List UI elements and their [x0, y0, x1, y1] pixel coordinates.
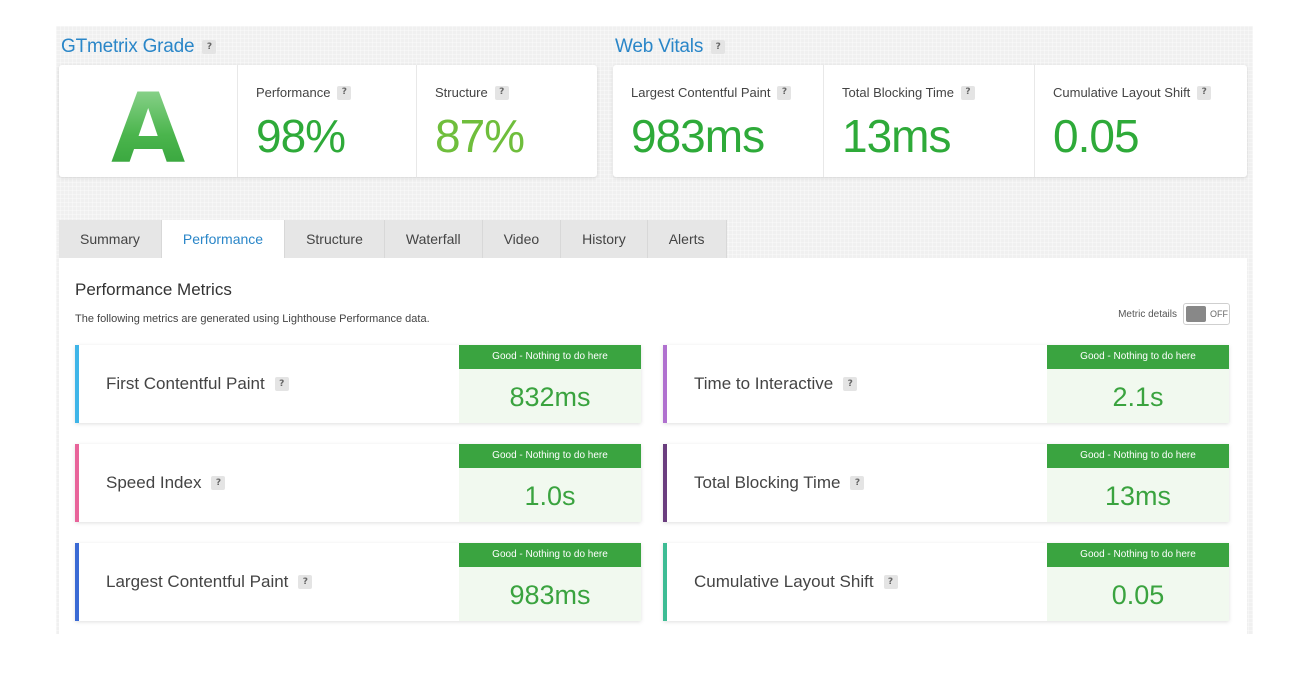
tab-performance[interactable]: Performance [161, 220, 286, 258]
metric-value: 0.05 [1111, 580, 1165, 610]
grade-card: A Performance ? 98% Structure ? 87% [59, 65, 597, 185]
lcp-cell: Largest Contentful Paint ? 983ms [613, 65, 824, 177]
performance-score: 98% [256, 110, 346, 162]
help-icon[interactable]: ? [961, 85, 975, 100]
web-vitals-heading: Web Vitals ? [615, 36, 726, 58]
metric-name: Speed Index [106, 473, 202, 492]
lcp-value: 983ms [631, 110, 765, 162]
metric-result: Good - Nothing to do here 983ms [459, 543, 641, 621]
lcp-label: Largest Contentful Paint [631, 85, 771, 100]
structure-label: Structure [435, 85, 488, 100]
web-vitals-title: Web Vitals [615, 36, 704, 57]
metric-value: 2.1s [1112, 382, 1164, 412]
metric-result: Good - Nothing to do here 2.1s [1047, 345, 1229, 423]
metric-value: 832ms [509, 382, 591, 412]
metric-name-row: Speed Index ? [106, 444, 226, 522]
tab-history[interactable]: History [561, 220, 648, 258]
structure-label-row: Structure ? [435, 85, 509, 100]
tab-structure[interactable]: Structure [285, 220, 385, 258]
metric-result: Good - Nothing to do here 0.05 [1047, 543, 1229, 621]
metric-card-speed-index: Speed Index ? Good - Nothing to do here … [75, 444, 641, 522]
toggle-state: OFF [1210, 309, 1228, 319]
metric-name: First Contentful Paint [106, 374, 265, 393]
gtmetrix-grade-title: GTmetrix Grade [61, 36, 195, 57]
help-icon[interactable]: ? [298, 575, 313, 589]
help-icon[interactable]: ? [843, 377, 858, 391]
help-icon[interactable]: ? [274, 377, 289, 391]
metric-result: Good - Nothing to do here 13ms [1047, 444, 1229, 522]
performance-label: Performance [256, 85, 331, 100]
tab-alerts[interactable]: Alerts [647, 220, 727, 258]
metric-name: Cumulative Layout Shift [694, 572, 874, 591]
metric-name: Largest Contentful Paint [106, 572, 289, 591]
help-icon[interactable]: ? [883, 575, 898, 589]
status-badge: Good - Nothing to do here [1047, 345, 1229, 369]
help-icon[interactable]: ? [711, 40, 726, 54]
performance-panel: Performance Metrics The following metric… [59, 258, 1247, 634]
status-badge: Good - Nothing to do here [459, 345, 641, 369]
grade-cell: A [59, 65, 238, 185]
toggle-knob [1186, 306, 1206, 322]
metric-name: Total Blocking Time [694, 473, 841, 492]
cls-label: Cumulative Layout Shift [1053, 85, 1191, 100]
help-icon[interactable]: ? [337, 85, 352, 100]
metric-name-row: First Contentful Paint ? [106, 345, 289, 423]
metric-name-row: Largest Contentful Paint ? [106, 543, 313, 621]
tab-summary[interactable]: Summary [59, 220, 162, 258]
status-badge: Good - Nothing to do here [459, 444, 641, 468]
metric-value: 13ms [1104, 481, 1172, 511]
help-icon[interactable]: ? [211, 476, 226, 490]
panel-title: Performance Metrics [75, 280, 232, 299]
metric-card-tbt: Total Blocking Time ? Good - Nothing to … [663, 444, 1229, 522]
metric-card-cls: Cumulative Layout Shift ? Good - Nothing… [663, 543, 1229, 621]
lcp-label-row: Largest Contentful Paint ? [631, 85, 792, 100]
web-vitals-card: Largest Contentful Paint ? 983ms Total B… [613, 65, 1247, 177]
status-badge: Good - Nothing to do here [1047, 543, 1229, 567]
performance-cell: Performance ? 98% [238, 65, 417, 177]
cls-value: 0.05 [1053, 110, 1140, 162]
metric-details-control: Metric details OFF [1118, 303, 1230, 325]
grade-letter: A [111, 73, 186, 185]
metric-name: Time to Interactive [694, 374, 834, 393]
help-icon[interactable]: ? [202, 40, 217, 54]
tbt-cell: Total Blocking Time ? 13ms [824, 65, 1035, 177]
metric-result: Good - Nothing to do here 832ms [459, 345, 641, 423]
metric-details-toggle[interactable]: OFF [1183, 303, 1230, 325]
help-icon[interactable]: ? [1197, 85, 1212, 100]
metric-name-row: Cumulative Layout Shift ? [694, 543, 898, 621]
structure-cell: Structure ? 87% [417, 65, 597, 177]
tbt-value: 13ms [842, 110, 951, 162]
metric-card-fcp: First Contentful Paint ? Good - Nothing … [75, 345, 641, 423]
structure-score: 87% [435, 110, 525, 162]
metric-value: 1.0s [524, 481, 576, 511]
metric-card-lcp: Largest Contentful Paint ? Good - Nothin… [75, 543, 641, 621]
metric-name-row: Total Blocking Time ? [694, 444, 865, 522]
panel-subtitle: The following metrics are generated usin… [75, 313, 430, 325]
metric-value: 983ms [509, 580, 591, 610]
tbt-label: Total Blocking Time [842, 85, 954, 100]
status-badge: Good - Nothing to do here [1047, 444, 1229, 468]
cls-label-row: Cumulative Layout Shift ? [1053, 85, 1212, 100]
report-tabs: Summary Performance Structure Waterfall … [59, 220, 727, 258]
metric-details-label: Metric details [1118, 308, 1177, 320]
help-icon[interactable]: ? [777, 85, 792, 100]
performance-label-row: Performance ? [256, 85, 352, 100]
metric-result: Good - Nothing to do here 1.0s [459, 444, 641, 522]
help-icon[interactable]: ? [850, 476, 865, 490]
metric-name-row: Time to Interactive ? [694, 345, 858, 423]
tab-waterfall[interactable]: Waterfall [384, 220, 483, 258]
cls-cell: Cumulative Layout Shift ? 0.05 [1035, 65, 1247, 177]
tab-video[interactable]: Video [482, 220, 562, 258]
status-badge: Good - Nothing to do here [459, 543, 641, 567]
help-icon[interactable]: ? [494, 85, 509, 100]
metric-card-tti: Time to Interactive ? Good - Nothing to … [663, 345, 1229, 423]
tbt-label-row: Total Blocking Time ? [842, 85, 975, 100]
gtmetrix-grade-heading: GTmetrix Grade ? [61, 36, 217, 58]
